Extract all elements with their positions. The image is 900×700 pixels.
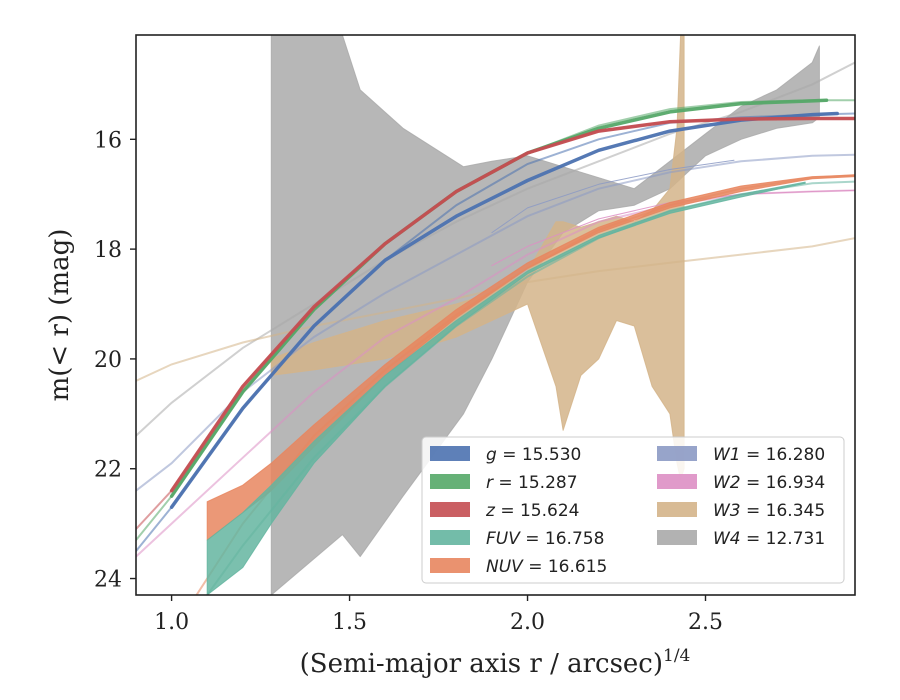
legend-swatch-z — [430, 502, 470, 517]
series-band-w1 — [491, 159, 735, 234]
series-band-w2 — [491, 189, 855, 267]
legend-swatch-r — [430, 474, 470, 489]
legend: g = 15.530 r = 15.287 z = 15.624 FUV = 16.7… — [421, 436, 845, 584]
x-tick-label: 2.0 — [510, 610, 545, 635]
y-axis-label: m(< r) (mag) — [45, 229, 75, 402]
legend-swatch-w1 — [657, 446, 697, 461]
series-fit-g — [136, 112, 855, 552]
series-band-fuv — [206, 181, 806, 595]
x-tick-label: 1.5 — [332, 610, 367, 635]
legend-label-g: g = 15.530 — [486, 445, 581, 465]
legend-label-fuv: FUV = 16.758 — [486, 529, 604, 549]
legend-swatch-w2 — [657, 474, 697, 489]
legend-swatch-g — [430, 446, 470, 461]
plot-area — [136, 35, 855, 595]
y-axis: 16 18 20 22 24 — [94, 128, 136, 593]
x-tick-label: 1.0 — [154, 610, 189, 635]
legend-label-z: z = 15.624 — [485, 501, 579, 521]
y-tick-label: 16 — [94, 128, 122, 153]
legend-label-w1: W1 = 16.280 — [713, 445, 825, 465]
y-tick-label: 18 — [94, 238, 122, 263]
legend-swatch-w4 — [657, 530, 697, 545]
y-tick-label: 22 — [94, 458, 122, 483]
legend-label-r: r = 15.287 — [486, 473, 578, 493]
legend-swatch-nuv — [430, 558, 470, 573]
series-fit-z — [136, 117, 855, 530]
legend-label-nuv: NUV = 16.615 — [486, 557, 607, 577]
legend-swatch-w3 — [657, 502, 697, 517]
legend-frame — [421, 436, 845, 584]
y-tick-label: 24 — [94, 568, 122, 593]
x-tick-label: 2.5 — [688, 610, 723, 635]
legend-swatch-fuv — [430, 530, 470, 545]
legend-label-w4: W4 = 12.731 — [713, 529, 825, 549]
series-fit-fuv — [205, 180, 855, 595]
y-tick-label: 20 — [94, 348, 122, 373]
series-fit-w4 — [136, 61, 855, 437]
legend-label-w3: W3 = 16.345 — [713, 501, 825, 521]
plot-frame — [135, 34, 856, 596]
x-axis: 1.0 1.5 2.0 2.5 — [154, 595, 723, 635]
x-axis-label: (Semi-major axis r / arcsec)1/4 — [300, 646, 691, 679]
legend-label-w2: W2 = 16.934 — [713, 473, 825, 493]
